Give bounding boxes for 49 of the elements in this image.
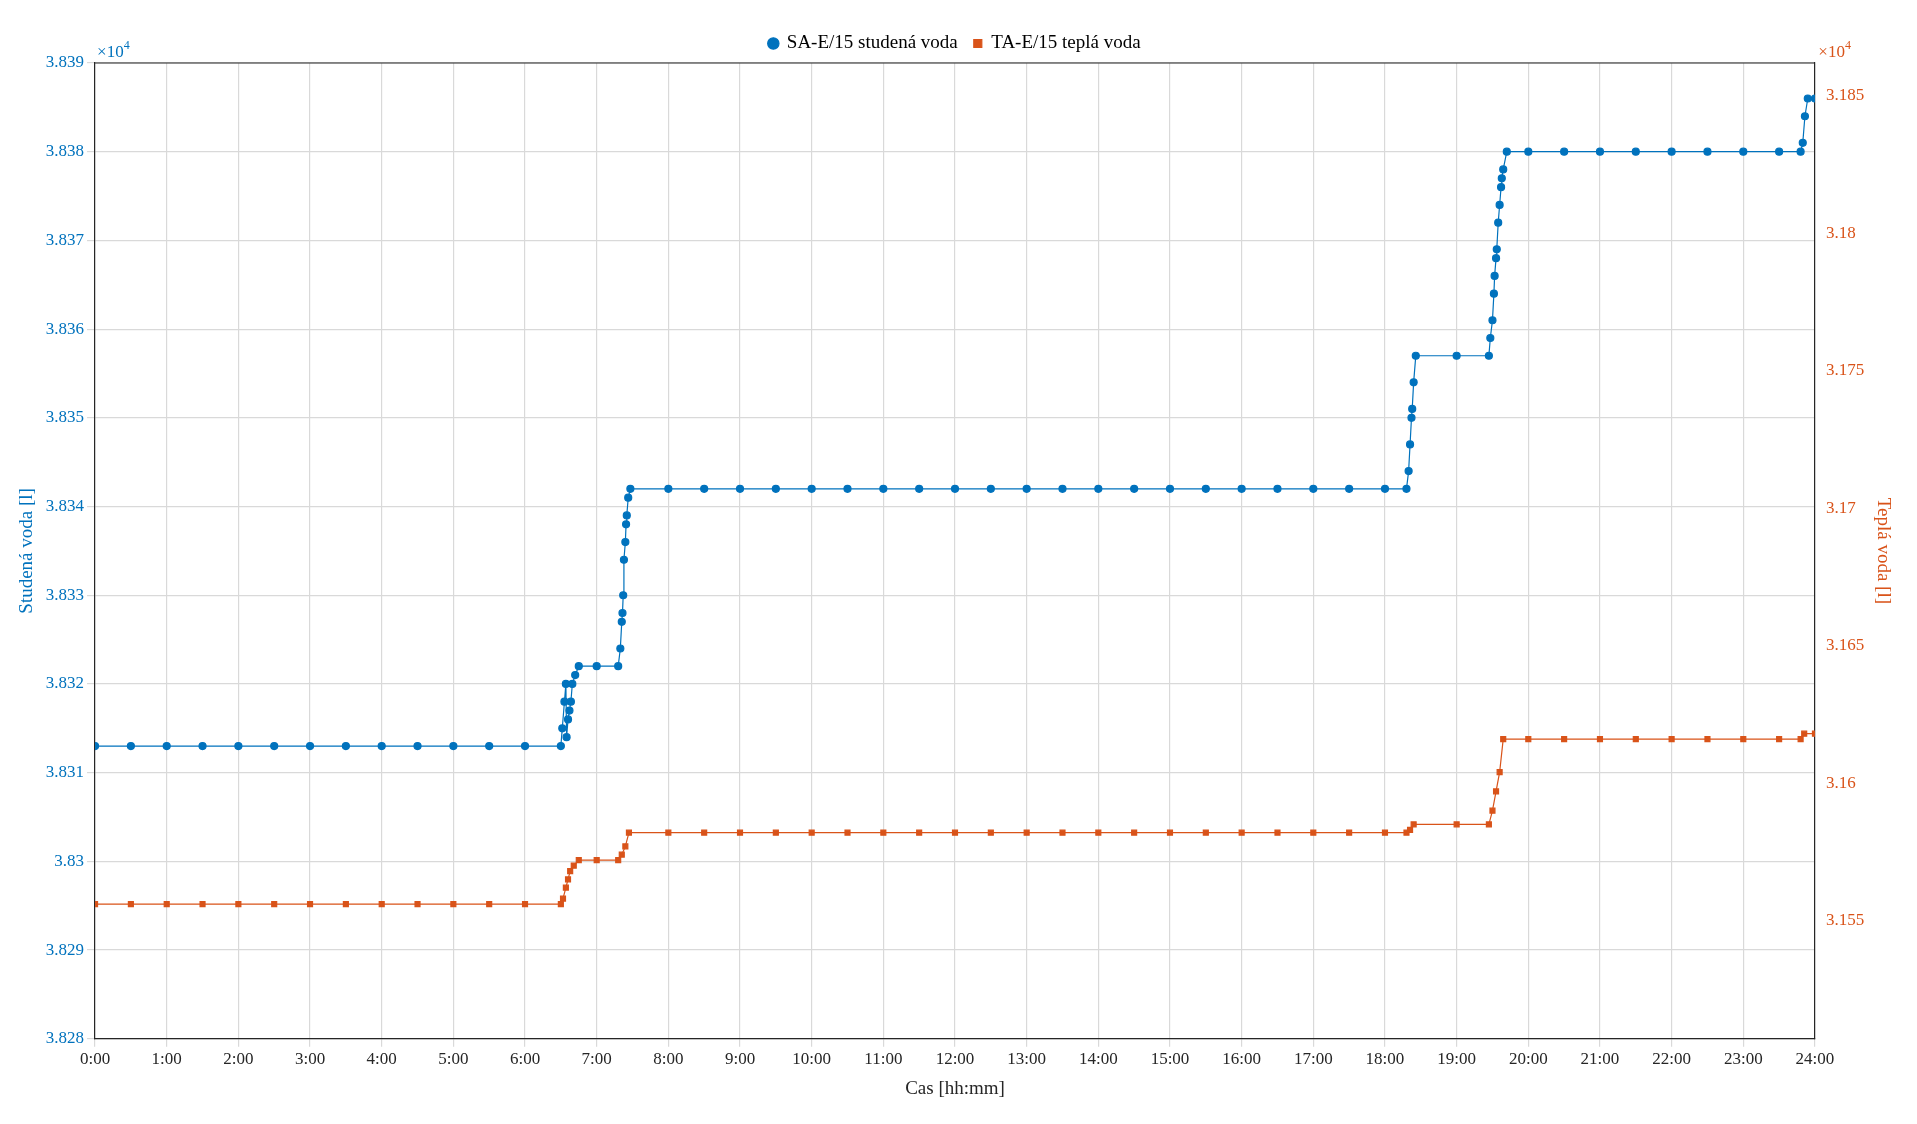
y-tick-label: 3.839 [45,52,85,72]
x-tick-label: 1:00 [151,1049,182,1069]
x-tick-label: 7:00 [581,1049,612,1069]
y2-tick-label: 3.165 [1825,635,1865,655]
y2-tick-label: 3.185 [1825,85,1865,105]
y-tick-label: 3.835 [45,407,85,427]
x-tick-label: 18:00 [1365,1049,1405,1069]
x-tick-label: 2:00 [223,1049,254,1069]
y-tick-label: 3.836 [45,318,85,338]
y-tick-label: 3.831 [45,762,85,782]
x-tick-label: 23:00 [1723,1049,1763,1069]
legend-label: TA-E/15 teplá voda [991,31,1142,53]
y-tick-label: 3.83 [54,850,85,870]
y-tick-label: 3.834 [45,496,85,516]
y-tick-label: 3.838 [45,141,85,161]
x-tick-label: 15:00 [1150,1049,1190,1069]
x-tick-label: 19:00 [1437,1049,1476,1069]
y2-tick-label: 3.175 [1825,360,1865,380]
x-tick-label: 9:00 [724,1049,756,1069]
x-tick-label: 6:00 [509,1049,541,1069]
y2-tick-label: 3.17 [1825,497,1857,517]
x-tick-label: 14:00 [1078,1049,1118,1069]
x-tick-label: 16:00 [1222,1049,1262,1069]
y-tick-label: 3.829 [45,939,85,959]
x-tick-label: 21:00 [1580,1049,1620,1069]
x-tick-label: 8:00 [653,1049,684,1069]
y-tick-label: 3.833 [45,584,85,604]
y-tick-label: 3.837 [45,229,85,249]
x-tick-label: 17:00 [1293,1049,1333,1069]
x-axis-title: Cas [hh:mm] [905,1076,1005,1098]
x-tick-label: 10:00 [792,1049,832,1069]
x-tick-label: 13:00 [1007,1049,1047,1069]
y-tick-label: 3.828 [45,1028,85,1048]
x-tick-label: 3:00 [294,1049,326,1069]
x-tick-label: 4:00 [366,1049,397,1069]
x-tick-label: 22:00 [1652,1049,1691,1069]
x-tick-label: 5:00 [438,1049,469,1069]
x-tick-label: 20:00 [1508,1049,1548,1069]
x-tick-label: 11:00 [864,1049,903,1069]
y2-tick-label: 3.16 [1825,772,1856,792]
y2-tick-label: 3.18 [1825,222,1856,242]
y2-tick-label: 3.155 [1825,910,1865,930]
y-tick-label: 3.832 [45,673,85,693]
x-tick-label: 12:00 [935,1049,975,1069]
y-axis-title: Studená voda [l] [15,488,37,614]
legend-label: SA-E/15 studená voda [786,31,959,53]
y2-axis-title: Teplá voda [l] [1873,497,1895,605]
x-tick-label: 0:00 [79,1049,111,1069]
x-tick-label: 24:00 [1795,1049,1835,1069]
